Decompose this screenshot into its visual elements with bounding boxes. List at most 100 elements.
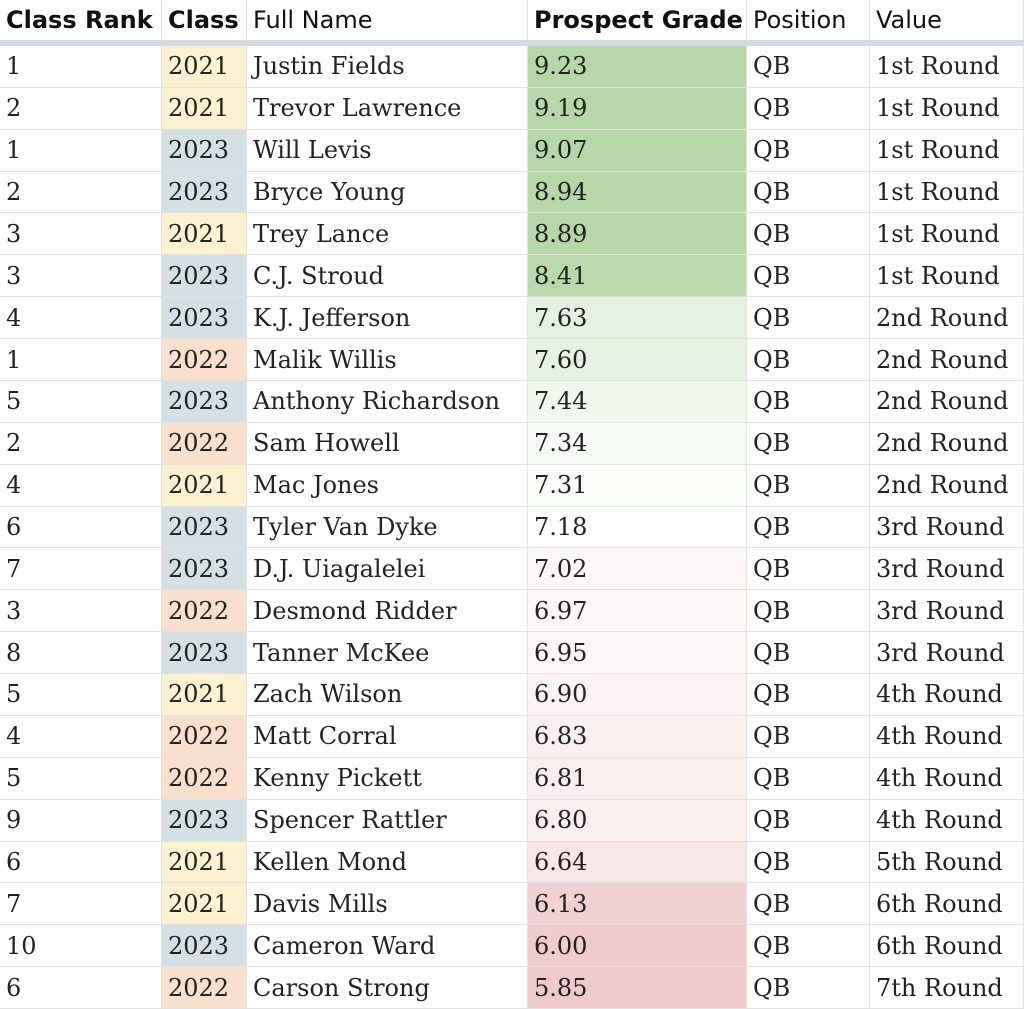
full-name: Desmond Ridder	[247, 590, 528, 633]
column-header: Full Name	[247, 0, 528, 40]
class-rank: 1	[0, 129, 162, 172]
full-name: Tanner McKee	[247, 632, 528, 675]
column-header: Value	[870, 0, 1024, 40]
prospect-grade: 6.95	[528, 632, 747, 675]
value-round: 2nd Round	[870, 297, 1024, 340]
value-round: 7th Round	[870, 967, 1024, 1009]
column-header: Class Rank	[0, 0, 162, 40]
full-name: Kenny Pickett	[247, 757, 528, 800]
full-name: C.J. Stroud	[247, 255, 528, 298]
full-name: Mac Jones	[247, 464, 528, 507]
position: QB	[747, 715, 870, 758]
prospect-grade: 6.81	[528, 757, 747, 800]
class-rank: 2	[0, 87, 162, 130]
position: QB	[747, 632, 870, 675]
class-year: 2023	[162, 632, 247, 675]
position: QB	[747, 674, 870, 716]
class-year: 2022	[162, 422, 247, 465]
prospect-grade: 8.41	[528, 255, 747, 298]
class-rank: 3	[0, 590, 162, 633]
class-rank: 6	[0, 506, 162, 549]
prospect-grade: 8.94	[528, 171, 747, 214]
full-name: D.J. Uiagalelei	[247, 548, 528, 591]
full-name: Trey Lance	[247, 213, 528, 256]
position: QB	[747, 883, 870, 926]
full-name: Tyler Van Dyke	[247, 506, 528, 549]
class-rank: 4	[0, 715, 162, 758]
class-rank: 8	[0, 632, 162, 675]
value-round: 1st Round	[870, 129, 1024, 172]
class-year: 2023	[162, 171, 247, 214]
prospect-grade: 8.89	[528, 213, 747, 256]
position: QB	[747, 925, 870, 968]
value-round: 4th Round	[870, 715, 1024, 758]
class-year: 2023	[162, 799, 247, 842]
value-round: 3rd Round	[870, 548, 1024, 591]
class-rank: 4	[0, 297, 162, 340]
class-year: 2021	[162, 883, 247, 926]
prospect-grade: 7.18	[528, 506, 747, 549]
prospect-grade: 6.13	[528, 883, 747, 926]
position: QB	[747, 841, 870, 884]
value-round: 4th Round	[870, 799, 1024, 842]
value-round: 1st Round	[870, 46, 1024, 88]
class-year: 2021	[162, 87, 247, 130]
position: QB	[747, 548, 870, 591]
column-header: Class	[162, 0, 247, 40]
position: QB	[747, 129, 870, 172]
class-rank: 4	[0, 464, 162, 507]
prospect-grade: 6.00	[528, 925, 747, 968]
value-round: 1st Round	[870, 87, 1024, 130]
position: QB	[747, 171, 870, 214]
class-year: 2022	[162, 715, 247, 758]
prospect-grade: 6.97	[528, 590, 747, 633]
class-year: 2023	[162, 297, 247, 340]
prospect-grade: 7.34	[528, 422, 747, 465]
full-name: Kellen Mond	[247, 841, 528, 884]
value-round: 1st Round	[870, 255, 1024, 298]
class-rank: 5	[0, 380, 162, 423]
prospect-grade: 7.02	[528, 548, 747, 591]
full-name: Zach Wilson	[247, 674, 528, 716]
class-year: 2023	[162, 255, 247, 298]
position: QB	[747, 297, 870, 340]
prospect-grade: 7.60	[528, 339, 747, 381]
class-rank: 6	[0, 841, 162, 884]
prospect-grade: 6.80	[528, 799, 747, 842]
prospect-grade: 9.19	[528, 87, 747, 130]
class-rank: 2	[0, 171, 162, 214]
value-round: 4th Round	[870, 757, 1024, 800]
full-name: Carson Strong	[247, 967, 528, 1009]
class-year: 2023	[162, 380, 247, 423]
position: QB	[747, 506, 870, 549]
position: QB	[747, 422, 870, 465]
class-rank: 10	[0, 925, 162, 968]
full-name: Spencer Rattler	[247, 799, 528, 842]
value-round: 4th Round	[870, 674, 1024, 716]
value-round: 2nd Round	[870, 380, 1024, 423]
full-name: Anthony Richardson	[247, 380, 528, 423]
class-rank: 5	[0, 674, 162, 716]
full-name: Bryce Young	[247, 171, 528, 214]
full-name: Justin Fields	[247, 46, 528, 88]
class-rank: 2	[0, 422, 162, 465]
prospect-grade: 9.23	[528, 46, 747, 88]
position: QB	[747, 255, 870, 298]
value-round: 3rd Round	[870, 506, 1024, 549]
position: QB	[747, 380, 870, 423]
class-year: 2023	[162, 925, 247, 968]
full-name: Malik Willis	[247, 339, 528, 381]
class-year: 2021	[162, 841, 247, 884]
prospect-grade: 7.63	[528, 297, 747, 340]
value-round: 2nd Round	[870, 464, 1024, 507]
full-name: Davis Mills	[247, 883, 528, 926]
prospect-grade: 7.44	[528, 380, 747, 423]
class-year: 2022	[162, 757, 247, 800]
value-round: 1st Round	[870, 213, 1024, 256]
class-year: 2022	[162, 967, 247, 1009]
class-year: 2023	[162, 548, 247, 591]
value-round: 5th Round	[870, 841, 1024, 884]
position: QB	[747, 213, 870, 256]
class-rank: 5	[0, 757, 162, 800]
class-year: 2021	[162, 213, 247, 256]
